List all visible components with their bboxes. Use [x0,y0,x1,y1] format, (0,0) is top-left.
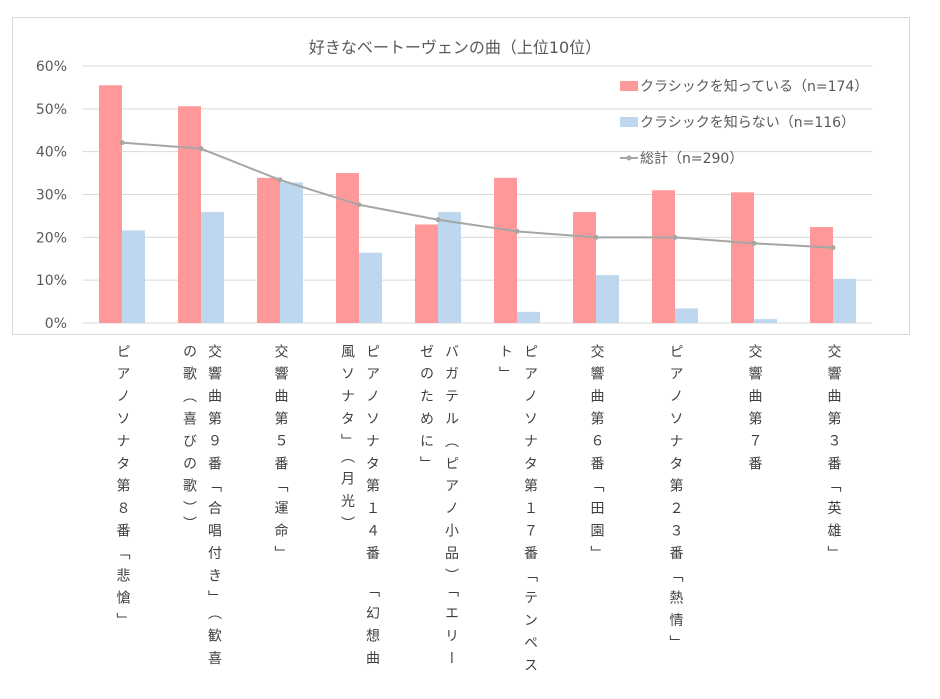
bar-know-1 [99,85,122,324]
chart-title: 好きなベートーヴェンの曲（上位10位） [309,38,601,57]
total-point-7 [593,234,599,240]
category-label: ピアノソナタ第２３番「熱情」 [667,344,684,658]
bar-dont-know-8 [675,308,698,323]
bar-know-9 [731,192,754,323]
bar-dont-know-10 [833,278,856,323]
category-label: 交響曲第５番「運命」 [272,344,289,568]
bar-know-10 [810,227,833,323]
category-label: 交響曲第７番 [746,344,763,479]
legend-label: クラシックを知っている（n=174） [640,78,868,95]
total-point-8 [672,234,678,240]
y-tick-label: 0% [45,316,67,332]
category-label: 交響曲第９番「合唱付き」（歓喜の歌（喜びの歌）） [181,344,222,673]
bar-dont-know-1 [122,230,145,323]
y-tick-label: 50% [36,102,67,118]
category-label: ピアノソナタ第１７番「テンペスト」 [497,344,538,680]
category-label: ピアノソナタ第８番「悲愴」 [114,344,131,636]
legend-marker-icon [626,155,632,161]
bar-dont-know-9 [754,319,777,323]
total-point-9 [751,240,757,246]
total-point-5 [435,217,441,223]
legend-swatch [620,117,638,127]
y-tick-label: 40% [36,145,67,161]
category-label: バガテル（ピアノ小品）「エリーゼのために」 [418,344,459,673]
y-tick-label: 60% [36,59,67,75]
bar-dont-know-6 [517,311,540,323]
category-label: ピアノソナタ第１４番 「幻想曲風ソナタ」（月光） [339,344,380,673]
category-label: 交響曲第６番「田園」 [588,344,605,568]
total-line [121,141,834,249]
y-tick-label: 30% [36,188,67,204]
bar-know-7 [573,212,596,323]
bar-dont-know-7 [596,275,619,323]
bar-know-3 [257,177,280,323]
bar-know-5 [415,224,438,323]
total-point-2 [198,146,204,152]
bar-know-8 [652,190,675,323]
total-point-6 [514,228,520,234]
y-tick-label: 20% [36,230,67,246]
y-tick-label: 10% [36,273,67,289]
total-point-10 [830,245,836,251]
chart-area [12,17,910,335]
category-label: 交響曲第３番「英雄」 [825,344,842,568]
bar-know-4 [336,173,359,323]
legend-label: クラシックを知らない（n=116） [640,114,855,131]
total-point-4 [356,202,362,208]
legend-swatch [620,81,638,91]
chart-svg: 好きなベートーヴェンの曲（上位10位） 0% 10% 20% 30% 40% 50% 60%… [36,38,873,332]
total-point-1 [119,140,125,146]
bar-dont-know-5 [438,212,461,323]
total-point-3 [277,177,283,183]
bar-know-2 [178,106,201,323]
bar-dont-know-4 [359,252,382,323]
legend-label: 総計（n=290） [640,151,743,167]
bar-know-6 [494,177,517,323]
bar-dont-know-2 [201,212,224,323]
bar-dont-know-3 [280,182,303,323]
